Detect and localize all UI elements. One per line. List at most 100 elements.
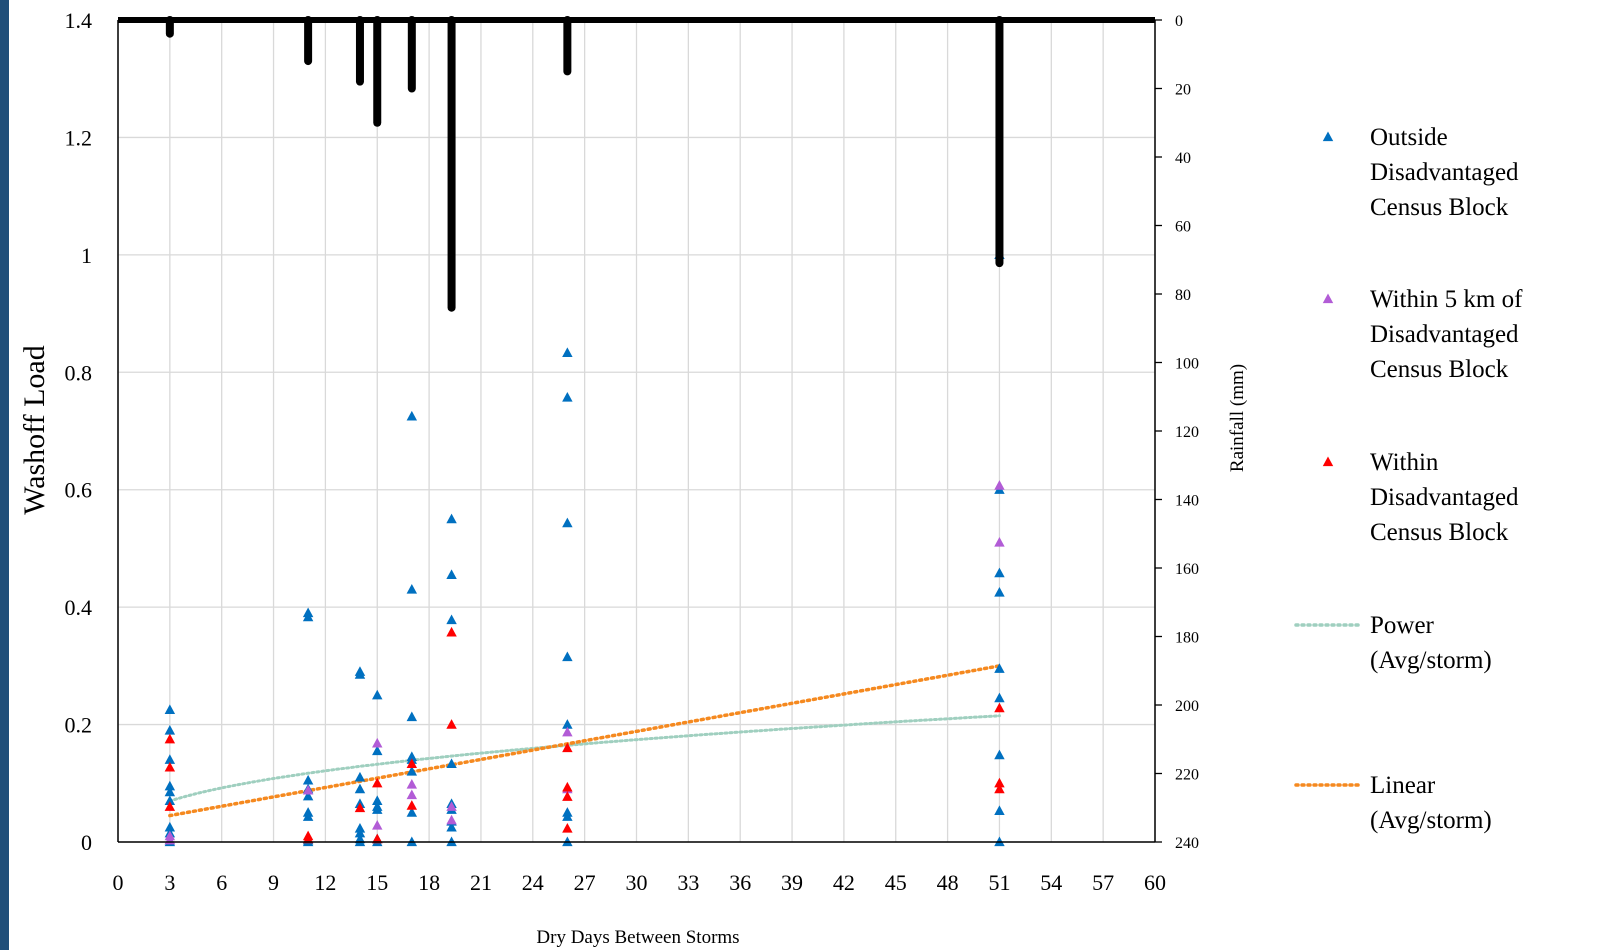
scatter-points <box>164 249 1005 847</box>
y-axis-label: Washoff Load <box>18 345 51 514</box>
data-point-series-3 <box>446 719 457 729</box>
data-point-series-2 <box>994 480 1005 490</box>
y2-axis-label: Rainfall (mm) <box>1227 364 1248 472</box>
x-tick-label: 57 <box>1092 870 1114 895</box>
data-point-series-1 <box>164 795 176 806</box>
data-point-series-2 <box>562 726 573 737</box>
legend-label: Within 5 km of <box>1370 286 1523 313</box>
y2-tick-label: 160 <box>1175 561 1199 578</box>
data-point-series-1 <box>562 392 573 402</box>
legend: Outside Disadvantaged Census Block Within 5… <box>1294 124 1523 834</box>
y-tick-label: 0.6 <box>65 478 93 503</box>
y2-tick-label: 80 <box>1175 287 1191 304</box>
data-point-series-1 <box>406 584 418 594</box>
data-point-series-1 <box>406 807 418 817</box>
data-point-series-3 <box>994 702 1005 713</box>
x-tick-label: 18 <box>418 870 440 895</box>
data-point-series-1 <box>302 811 314 821</box>
legend-marker-triangle <box>1322 131 1334 142</box>
x-tick-label: 9 <box>268 870 279 895</box>
data-point-series-3 <box>562 781 573 792</box>
x-tick-label: 15 <box>366 870 388 895</box>
x-tick-label: 21 <box>470 870 492 895</box>
data-point-series-3 <box>562 822 573 833</box>
legend-label: (Avg/storm) <box>1370 807 1492 834</box>
data-point-series-1 <box>446 821 457 832</box>
y2-tick-label: 220 <box>1175 767 1199 784</box>
x-tick-label: 45 <box>885 870 907 895</box>
data-point-series-1 <box>994 749 1005 760</box>
data-point-series-1 <box>446 614 457 625</box>
data-point-series-3 <box>372 777 383 788</box>
data-point-series-2 <box>406 789 418 800</box>
x-tick-label: 60 <box>1144 870 1166 895</box>
data-point-series-1 <box>164 780 176 791</box>
data-point-series-3 <box>994 777 1005 788</box>
data-point-series-1 <box>354 669 366 679</box>
y2-tick-label: 140 <box>1175 493 1199 510</box>
legend-label: Census Block <box>1370 519 1509 546</box>
data-point-series-1 <box>406 711 418 722</box>
data-point-series-2 <box>994 537 1005 547</box>
x-tick-label: 24 <box>522 870 544 895</box>
data-point-series-1 <box>994 586 1005 597</box>
y2-tick-labels: 0 20 40 60 80 100 120 140 160 180 200 220 240 <box>1175 13 1199 852</box>
y-tick-label: 0.4 <box>65 595 93 620</box>
legend-marker-triangle <box>1322 293 1334 304</box>
legend-label: Outside <box>1370 124 1448 151</box>
data-point-series-3 <box>354 802 366 813</box>
legend-label: Disadvantaged <box>1370 321 1519 348</box>
x-tick-label: 0 <box>113 870 124 895</box>
x-tick-label: 3 <box>164 870 175 895</box>
data-point-series-1 <box>302 611 314 622</box>
data-point-series-1 <box>164 821 176 832</box>
legend-label: Census Block <box>1370 356 1509 383</box>
data-point-series-1 <box>354 783 366 794</box>
y-tick-label: 0.8 <box>65 360 93 385</box>
data-point-series-3 <box>446 626 457 637</box>
y-tick-label: 0 <box>81 830 92 855</box>
y2-tick-label: 40 <box>1175 150 1191 167</box>
data-point-series-1 <box>446 569 457 579</box>
data-point-series-1 <box>994 805 1005 816</box>
legend-label: Disadvantaged <box>1370 484 1519 511</box>
x-tick-label: 48 <box>937 870 959 895</box>
data-point-series-3 <box>164 733 176 744</box>
data-point-series-1 <box>372 745 383 756</box>
data-point-series-1 <box>302 790 314 801</box>
data-point-series-1 <box>562 347 573 358</box>
y2-tick-label: 120 <box>1175 424 1199 441</box>
data-point-series-1 <box>164 754 176 764</box>
y2-tick-label: 100 <box>1175 356 1199 373</box>
left-border-strip <box>0 0 9 950</box>
data-point-series-1 <box>164 704 176 715</box>
data-point-series-1 <box>994 567 1005 578</box>
y-tick-label: 1.4 <box>65 8 93 33</box>
data-point-series-2 <box>372 820 383 830</box>
data-point-series-1 <box>562 719 573 729</box>
x-tick-label: 6 <box>216 870 227 895</box>
data-point-series-3 <box>562 791 573 801</box>
y-tick-label: 1.2 <box>65 125 93 150</box>
data-point-series-2 <box>406 778 418 789</box>
data-point-series-1 <box>994 663 1005 673</box>
data-point-series-3 <box>164 761 176 772</box>
data-point-series-3 <box>994 783 1005 794</box>
data-point-series-1 <box>372 804 383 814</box>
data-point-series-1 <box>446 513 457 524</box>
data-point-series-1 <box>354 771 366 782</box>
data-point-series-1 <box>406 766 418 776</box>
data-point-series-1 <box>562 811 573 821</box>
legend-label: Linear <box>1370 772 1436 799</box>
data-point-series-2 <box>302 784 314 795</box>
data-point-series-3 <box>372 833 383 844</box>
axes <box>117 17 1162 843</box>
x-tick-label: 36 <box>729 870 751 895</box>
legend-label: (Avg/storm) <box>1370 647 1492 674</box>
data-point-series-1 <box>164 786 176 797</box>
y2-tick-label: 240 <box>1175 835 1199 852</box>
data-point-series-1 <box>406 410 418 421</box>
data-point-series-3 <box>562 742 573 753</box>
data-point-series-1 <box>354 827 366 838</box>
x-tick-label: 33 <box>677 870 699 895</box>
